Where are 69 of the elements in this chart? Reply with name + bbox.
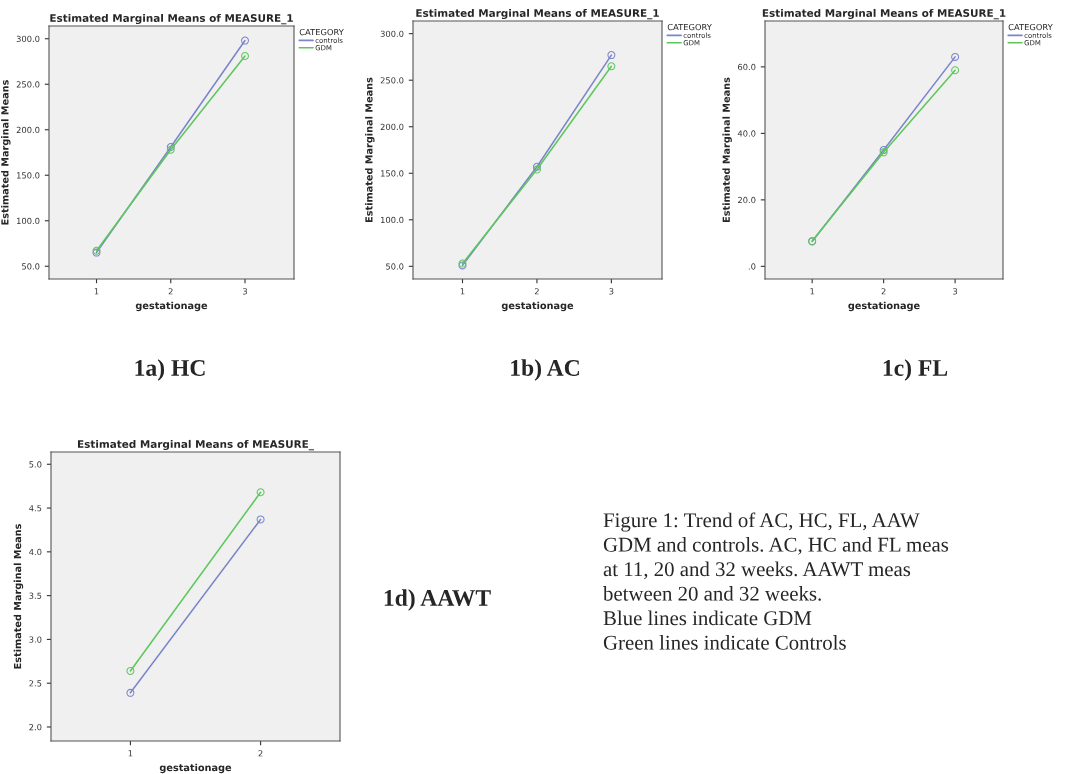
y-axis-title: Estimated Marginal Means	[722, 77, 732, 222]
text: 1a) HC	[135, 359, 205, 381]
text: GDM and controls. AC, HC and FL meas	[603, 537, 949, 555]
chart-title: Estimated Marginal Means of MEASURE_	[77, 439, 314, 451]
y-tick-label: 4.5	[29, 505, 42, 512]
x-axis-title: gestationage	[848, 301, 920, 312]
point	[607, 62, 616, 71]
y-tick-label: 100.0	[17, 217, 40, 225]
y-tick-label: 4.0	[29, 548, 42, 556]
x-tick-label: 3	[609, 288, 614, 295]
legend-title: CATEGORY	[1008, 23, 1053, 31]
point	[951, 66, 960, 75]
x-tick-label: 3	[953, 288, 958, 295]
x-tick-label: 2	[881, 288, 886, 295]
point	[126, 666, 135, 675]
x-tick-label: 2	[168, 288, 173, 295]
point	[241, 52, 249, 61]
x-tick-label: 1	[94, 288, 99, 295]
y-tick-label: 2.5	[29, 680, 42, 687]
point	[256, 488, 265, 497]
caption: Figure 1: Trend of AC, HC, FL, AAW	[603, 512, 920, 532]
chart-title: Estimated Marginal Means of MEASURE_1	[416, 8, 659, 20]
y-tick-label: .0	[748, 263, 756, 270]
y-tick-label: 2.0	[29, 723, 42, 731]
text: at 11, 20 and 32 weeks. AAWT meas	[603, 561, 911, 580]
y-tick-label: 200.0	[380, 123, 404, 131]
y-tick-label: 200.0	[16, 126, 40, 134]
y-tick-label: 150.0	[17, 172, 40, 179]
chart-title: Estimated Marginal Means of MEASURE_1	[50, 13, 293, 25]
x-tick-label: 1	[810, 288, 815, 295]
point	[241, 36, 249, 45]
y-tick-label: 40.0	[737, 130, 756, 137]
y-tick-label: 150.0	[381, 170, 404, 177]
text: between 20 and 32 weeks.	[603, 586, 821, 601]
chart-title: Estimated Marginal Means of MEASURE_1	[762, 8, 1006, 20]
y-tick-label: 250.0	[16, 81, 40, 88]
y-tick-label: 100.0	[381, 216, 404, 224]
text: 1d) AAWT	[384, 589, 491, 611]
y-tick-label: 50.0	[386, 263, 404, 270]
point	[256, 515, 265, 524]
y-tick-label: 3.5	[29, 592, 42, 599]
point	[126, 688, 135, 697]
x-tick-label: 2	[534, 288, 539, 295]
y-axis-title: Estimated Marginal Means	[1, 80, 11, 225]
y-axis-title: Estimated Marginal Means	[13, 524, 24, 669]
y-tick-label: 5.0	[29, 461, 42, 468]
text: Green lines indicate Controls	[603, 635, 846, 650]
y-tick-label: 50.0	[22, 263, 40, 270]
legend-title: CATEGORY	[299, 28, 344, 36]
y-tick-label: 20.0	[738, 196, 756, 204]
y-tick-label: 3.0	[29, 636, 42, 643]
x-axis-title: gestationage	[501, 301, 574, 312]
x-tick-label: 3	[242, 288, 247, 295]
y-tick-label: 250.0	[380, 77, 404, 84]
point	[607, 51, 616, 60]
y-tick-label: 300.0	[380, 30, 404, 37]
legend-title: CATEGORY	[667, 23, 712, 31]
x-axis-title: gestationage	[159, 763, 232, 774]
text: Blue lines indicate GDM	[603, 610, 812, 626]
text: 1b) AC	[511, 359, 579, 381]
y-tick-label: 60.0	[738, 63, 756, 71]
x-axis-title: gestationage	[135, 301, 208, 312]
y-axis-title: Estimated Marginal Means	[365, 77, 375, 222]
x-tick-label: 1	[128, 750, 133, 757]
text: 1c) FL	[883, 359, 948, 381]
x-tick-label: 2	[258, 750, 263, 757]
y-tick-label: 300.0	[16, 35, 40, 43]
x-tick-label: 1	[460, 288, 465, 295]
point	[951, 52, 960, 61]
